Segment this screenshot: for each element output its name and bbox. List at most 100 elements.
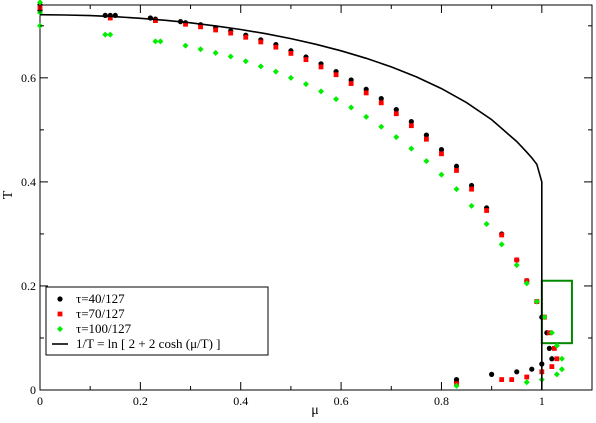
data-point [514, 369, 520, 375]
data-point [213, 27, 219, 33]
data-point [453, 186, 460, 193]
data-point [107, 15, 113, 21]
data-point [287, 74, 294, 81]
data-point [489, 371, 495, 377]
data-point [439, 151, 444, 157]
y-tick-label: 0.6 [21, 71, 36, 85]
x-tick-label: 0 [37, 394, 43, 408]
data-point [454, 168, 459, 173]
data-point [408, 118, 414, 125]
data-point [348, 104, 355, 111]
data-point [303, 57, 309, 63]
data-point [242, 58, 249, 65]
data-point [378, 96, 384, 102]
series-3 [39, 13, 543, 390]
data-point [393, 106, 399, 113]
data-point [423, 158, 430, 165]
data-point [393, 134, 400, 141]
data-point [529, 366, 535, 372]
data-point [558, 355, 565, 362]
legend-marker [57, 311, 63, 317]
data-point [408, 145, 415, 152]
legend-entry-label: τ=40/127 [76, 291, 125, 306]
data-point [227, 53, 234, 60]
y-tick-label: 0.4 [21, 175, 36, 189]
data-point [513, 262, 520, 269]
x-tick-label: 0.8 [434, 394, 449, 408]
data-point [438, 147, 445, 153]
data-point [363, 90, 369, 96]
data-point [424, 136, 429, 142]
data-point [157, 38, 164, 45]
data-point [554, 356, 560, 362]
data-point [499, 377, 505, 382]
data-point [393, 111, 399, 117]
data-point [302, 81, 309, 88]
data-point [197, 46, 204, 53]
data-point [553, 342, 560, 349]
data-point [258, 39, 264, 45]
data-point [533, 298, 540, 305]
data-point [378, 123, 385, 130]
data-point [408, 123, 414, 129]
data-point [541, 314, 548, 321]
plot-border [39, 4, 593, 391]
y-axis-label: T [1, 190, 16, 199]
data-point [499, 232, 505, 238]
data-point [182, 42, 189, 49]
data-point [551, 345, 557, 351]
data-point [107, 31, 114, 38]
data-point [524, 374, 530, 380]
data-point [378, 100, 384, 106]
legend-entry-label: 1/T = ln [ 2 + 2 cosh (μ/T) ] [76, 336, 221, 351]
data-point [152, 38, 159, 45]
data-point [423, 132, 429, 138]
x-tick-label: 0.2 [133, 394, 148, 408]
data-point [37, 0, 43, 6]
legend-marker [57, 296, 63, 302]
data-point [318, 88, 325, 95]
data-point [549, 364, 555, 369]
data-point [183, 21, 188, 27]
data-point [102, 31, 109, 38]
data-point [523, 379, 530, 386]
data-point [469, 186, 474, 192]
legend-entry-label: τ=70/127 [76, 306, 125, 321]
legend-entry-label: τ=100/127 [76, 321, 132, 336]
data-point [483, 221, 490, 228]
data-point [243, 34, 249, 40]
data-point [212, 49, 219, 56]
legend-box [45, 286, 269, 356]
x-tick-label: 0.4 [233, 394, 248, 408]
x-axis-label: μ [311, 403, 319, 418]
series-line [39, 13, 543, 390]
data-point [498, 241, 505, 248]
x-tick-label: 0.6 [334, 394, 349, 408]
data-point [257, 63, 264, 70]
y-tick-label: 0 [30, 383, 36, 397]
data-point [453, 163, 460, 169]
data-point [153, 18, 158, 24]
data-point [333, 96, 340, 103]
data-point [558, 366, 565, 373]
series-2 [37, 0, 565, 389]
data-point [333, 72, 339, 78]
data-point [523, 280, 530, 287]
data-point [272, 68, 279, 75]
data-point [288, 50, 294, 56]
plot-frame [39, 4, 593, 391]
data-point [273, 44, 279, 50]
axis-ticks: 0 0.2 0.4 0.6 0.8 1 0 0.2 0.4 0.6 [21, 5, 593, 408]
legend-marker [57, 326, 63, 332]
y-tick-label: 0.2 [21, 279, 36, 293]
data-point [549, 356, 555, 362]
data-point [438, 171, 445, 178]
data-point [484, 208, 490, 213]
x-tick-label: 1 [539, 394, 545, 408]
data-point [514, 257, 520, 263]
data-point [318, 64, 324, 70]
data-point [548, 329, 555, 336]
data-point [468, 202, 475, 209]
